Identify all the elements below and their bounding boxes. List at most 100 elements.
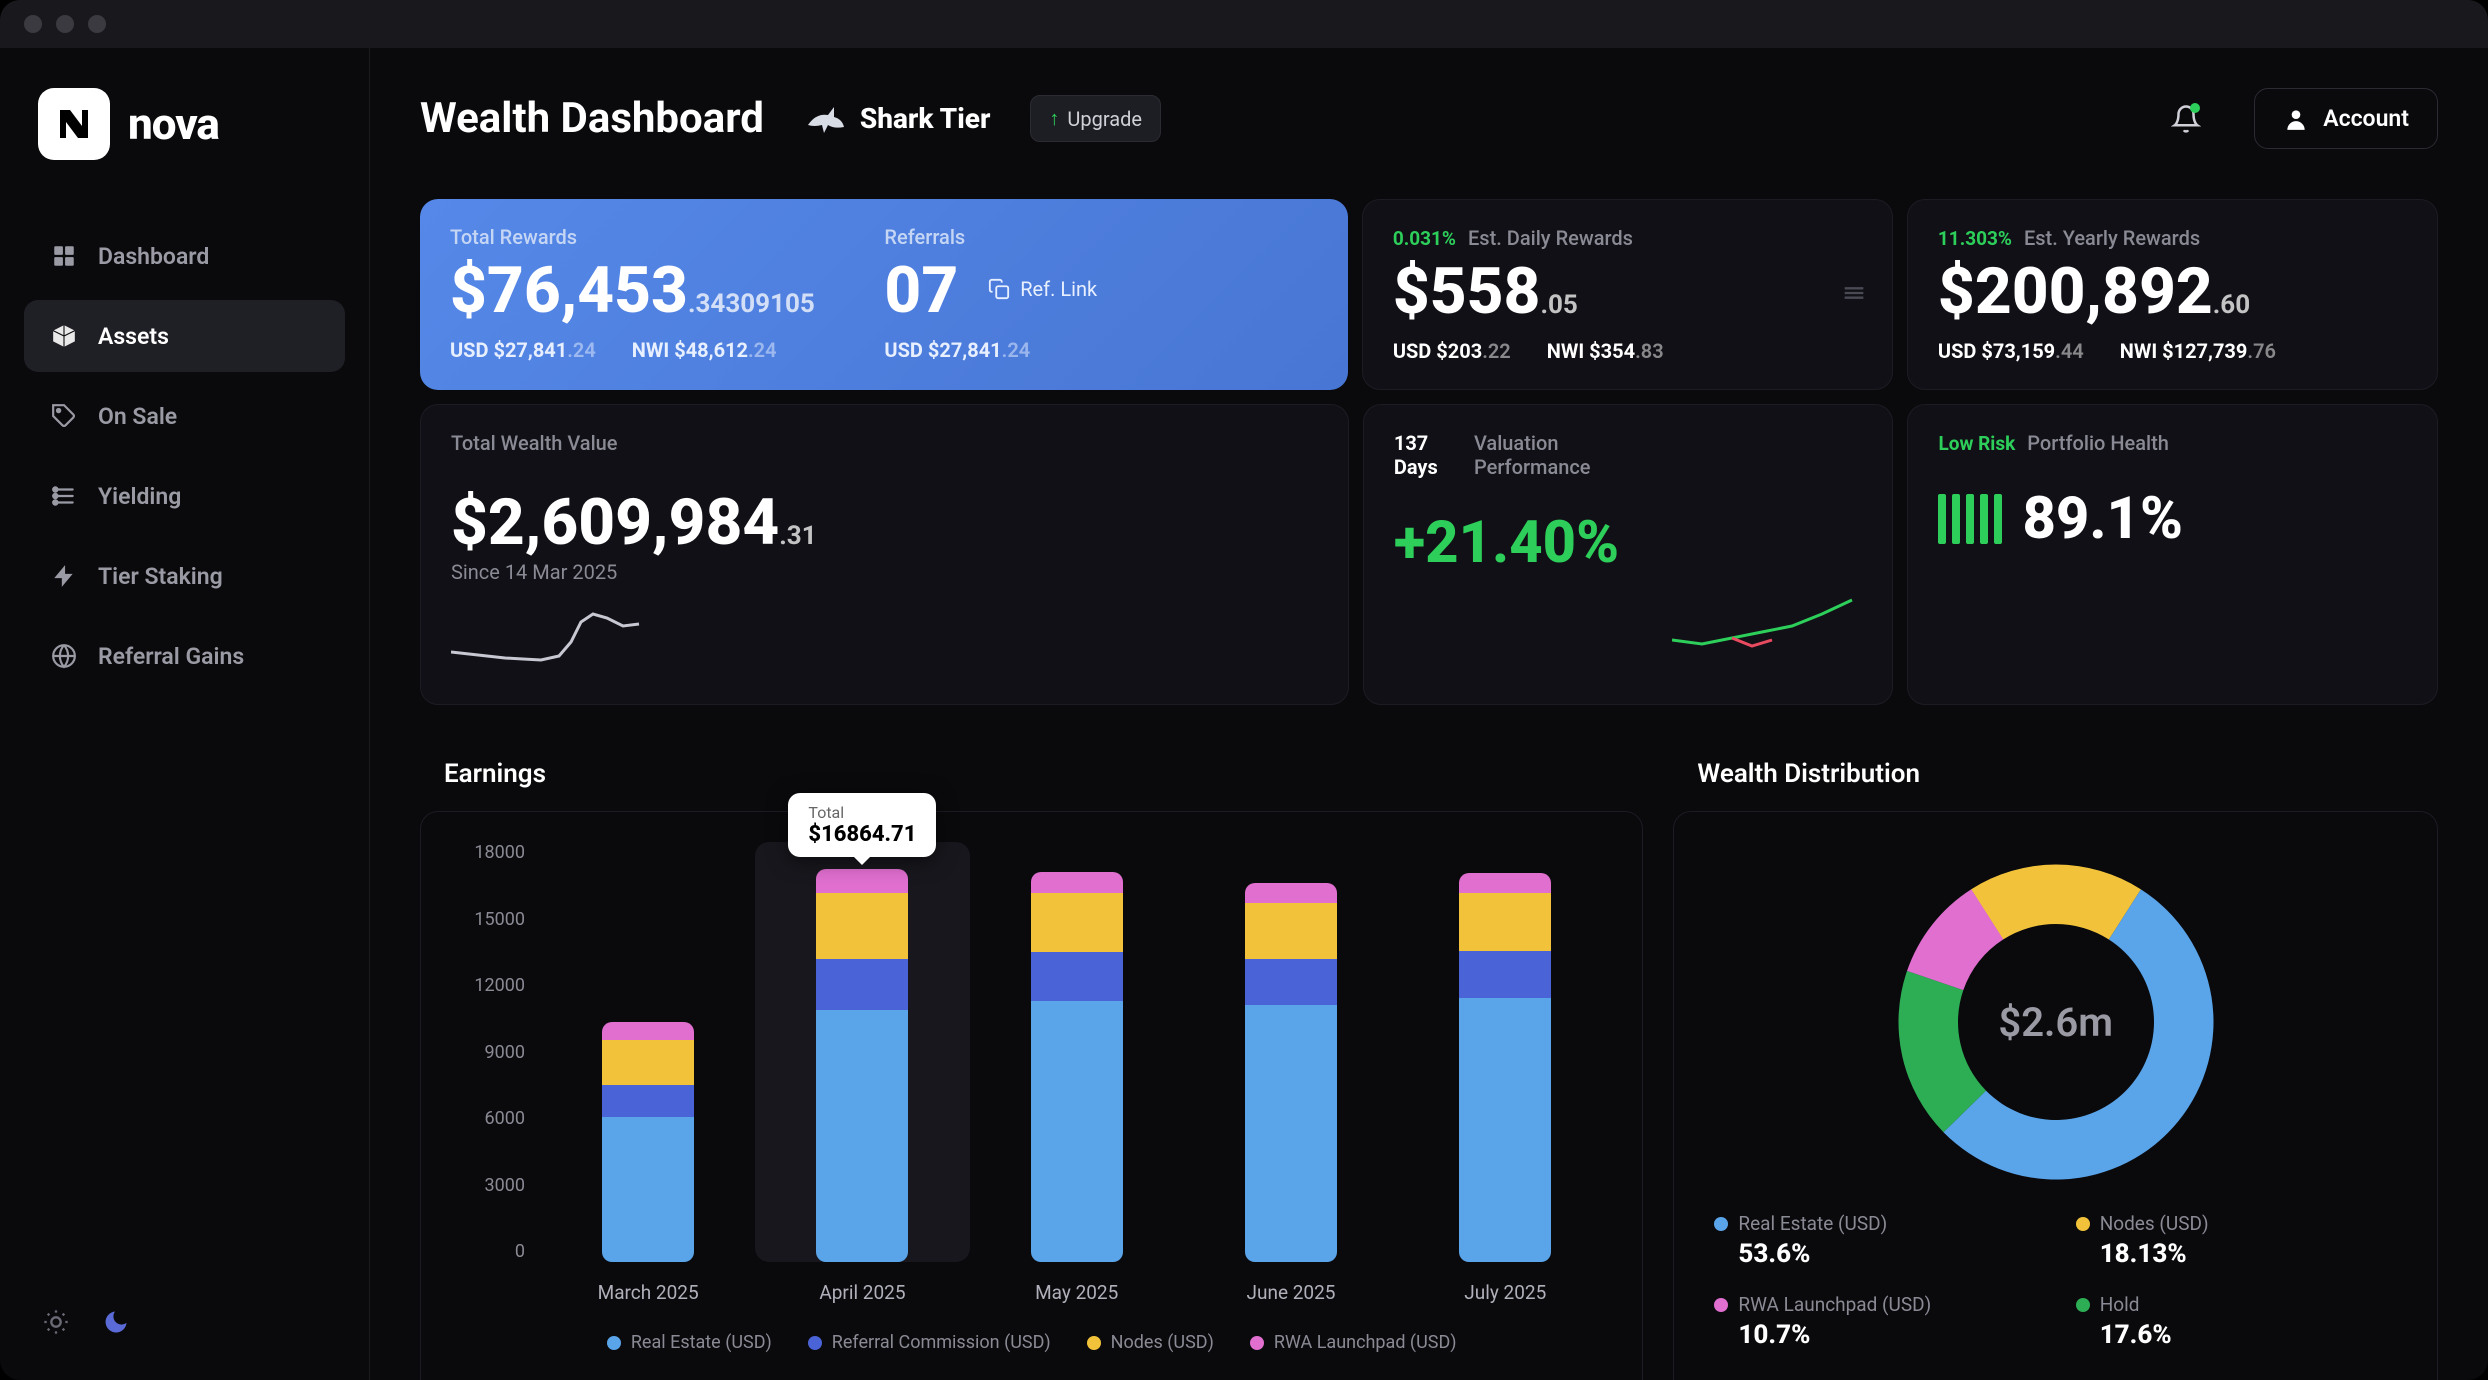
perf-days: 137 Days (1394, 431, 1462, 479)
bar-segment (1245, 959, 1337, 1006)
titlebar (0, 0, 2488, 48)
bar-segment (602, 1040, 694, 1084)
referrals-label: Referrals (884, 225, 1317, 249)
account-label: Account (2323, 105, 2409, 132)
health-bar (1952, 494, 1960, 544)
earnings-chart-card: 1800015000120009000600030000 March 2025A… (420, 811, 1643, 1380)
earnings-title: Earnings (420, 759, 1643, 789)
legend-dot (2076, 1298, 2090, 1312)
x-label: May 2025 (1035, 1281, 1118, 1304)
legend-dot (1714, 1298, 1728, 1312)
upgrade-label: Upgrade (1067, 107, 1142, 131)
tag-icon (50, 402, 78, 430)
sidebar-item-referral[interactable]: Referral Gains (24, 620, 345, 692)
legend-dot (1714, 1217, 1728, 1231)
bar-column[interactable]: June 2025 (1184, 842, 1398, 1262)
card-menu-button[interactable] (1840, 279, 1868, 311)
donut-segment[interactable] (1971, 865, 2141, 940)
y-tick: 3000 (451, 1175, 541, 1196)
sidebar: nova Dashboard Assets On Sale Yielding Tier … (0, 48, 370, 1380)
legend-dot (607, 1336, 621, 1350)
sidebar-item-staking[interactable]: Tier Staking (24, 540, 345, 612)
bar-segment (602, 1085, 694, 1118)
health-card: Low Risk Portfolio Health 89.1% (1907, 404, 2438, 705)
health-bars (1938, 494, 2002, 544)
wealth-card: Total Wealth Value $2,609,984.31 Since 1… (420, 404, 1349, 705)
stacked-bar (602, 1022, 694, 1262)
maximize-window-dot[interactable] (88, 15, 106, 33)
sidebar-item-dashboard[interactable]: Dashboard (24, 220, 345, 292)
sidebar-item-assets[interactable]: Assets (24, 300, 345, 372)
perf-value: +21.40% (1394, 509, 1643, 577)
main-layout: nova Dashboard Assets On Sale Yielding Tier … (0, 48, 2488, 1380)
stacked-bar (1245, 883, 1337, 1262)
daily-label: Est. Daily Rewards (1468, 226, 1633, 250)
legend-dot (1250, 1336, 1264, 1350)
total-rewards-card: Total Rewards $76,453 .34309105 USD $27,… (420, 199, 1348, 390)
logo-text: nova (128, 98, 219, 150)
legend-dot (2076, 1217, 2090, 1231)
upgrade-button[interactable]: ↑ Upgrade (1030, 95, 1161, 142)
distribution-title: Wealth Distribution (1673, 759, 2438, 789)
x-label: July 2025 (1464, 1281, 1546, 1304)
light-mode-button[interactable] (38, 1304, 74, 1340)
stacked-bar (1031, 872, 1123, 1262)
box-icon (50, 322, 78, 350)
legend-dot (808, 1336, 822, 1350)
wealth-label: Total Wealth Value (451, 431, 1318, 455)
health-bar (1994, 494, 2002, 544)
account-button[interactable]: Account (2254, 88, 2438, 149)
yearly-usd: USD $73,159.44 (1938, 339, 2084, 363)
y-tick: 0 (451, 1241, 541, 1262)
sidebar-item-label: Yielding (98, 483, 181, 510)
distribution-chart-card: $2.6m Real Estate (USD)53.6%Nodes (USD)1… (1673, 811, 2438, 1380)
yearly-rewards-card: 11.303% Est. Yearly Rewards $200,892.60 … (1907, 199, 2438, 390)
daily-nwi: NWI $354.83 (1547, 339, 1664, 363)
ref-link-button[interactable]: Ref. Link (988, 277, 1097, 301)
sidebar-item-onsale[interactable]: On Sale (24, 380, 345, 452)
bar-segment (816, 959, 908, 1010)
bolt-icon (50, 562, 78, 590)
content: Wealth Dashboard Shark Tier ↑ Upgrade (370, 48, 2488, 1380)
copy-icon (988, 278, 1010, 300)
bar-column[interactable]: April 2025Total$16864.71 (755, 842, 969, 1262)
bar-column[interactable]: July 2025 (1398, 842, 1612, 1262)
logo[interactable]: nova (24, 88, 345, 160)
daily-usd: USD $203.22 (1393, 339, 1511, 363)
earnings-bar-chart: 1800015000120009000600030000 March 2025A… (451, 842, 1612, 1262)
minimize-window-dot[interactable] (56, 15, 74, 33)
bar-segment (1459, 951, 1551, 999)
legend-item: Real Estate (USD) (607, 1332, 772, 1353)
y-tick: 15000 (451, 909, 541, 930)
notifications-button[interactable] (2158, 91, 2214, 147)
yearly-label: Est. Yearly Rewards (2024, 226, 2200, 250)
tier-badge: Shark Tier (804, 99, 991, 139)
sidebar-item-yielding[interactable]: Yielding (24, 460, 345, 532)
theme-toggle (24, 1304, 345, 1340)
tier-text: Shark Tier (860, 102, 991, 135)
bar-column[interactable]: March 2025 (541, 842, 755, 1262)
lower-section: Earnings 1800015000120009000600030000 Ma… (420, 759, 2438, 1380)
perf-label: Valuation Performance (1474, 431, 1642, 479)
bar-segment (1245, 903, 1337, 959)
header: Wealth Dashboard Shark Tier ↑ Upgrade (420, 88, 2438, 149)
app-window: nova Dashboard Assets On Sale Yielding Tier … (0, 0, 2488, 1380)
stack-icon (50, 482, 78, 510)
bar-segment (816, 893, 908, 958)
y-tick: 6000 (451, 1108, 541, 1129)
health-bar (1938, 494, 1946, 544)
daily-pct: 0.031% (1393, 227, 1456, 250)
wealth-value: $2,609,984.31 (451, 485, 1318, 560)
dist-legend-item: Nodes (USD)18.13% (2076, 1212, 2397, 1269)
yearly-pct: 11.303% (1938, 227, 2012, 250)
bar-segment (602, 1022, 694, 1041)
grid-icon (50, 242, 78, 270)
bar-segment (816, 869, 908, 894)
close-window-dot[interactable] (24, 15, 42, 33)
dark-mode-button[interactable] (98, 1304, 134, 1340)
dist-legend-item: RWA Launchpad (USD)10.7% (1714, 1293, 2035, 1350)
sidebar-item-label: Assets (98, 323, 169, 350)
health-value: 89.1% (2022, 485, 2183, 553)
bar-column[interactable]: May 2025 (970, 842, 1184, 1262)
shark-icon (804, 99, 844, 139)
